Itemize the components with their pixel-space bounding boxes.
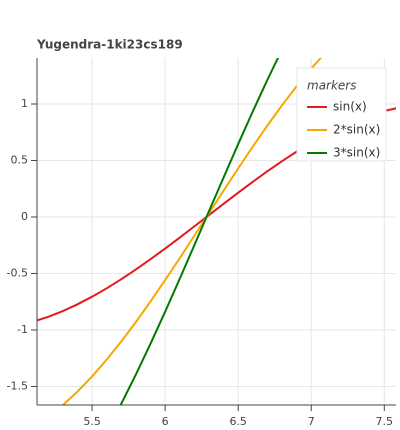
- x-tick-label: 6: [162, 415, 169, 428]
- legend-label: sin(x): [333, 100, 367, 114]
- y-tick-label: 0.5: [11, 153, 29, 166]
- y-tick-label: -1.5: [7, 379, 28, 392]
- plot-area: [37, 58, 396, 405]
- series-line: [61, 58, 323, 405]
- x-tick-label: 6.5: [229, 415, 247, 428]
- x-tick-label: 7: [308, 415, 315, 428]
- y-tick-label: -0.5: [7, 266, 28, 279]
- y-tick-label: 0: [21, 210, 28, 223]
- axes: 5.5 6 6.5 7 7.5 -1.5 -1 -0.5 0 0.5 1: [7, 58, 396, 428]
- legend-label: 3*sin(x): [333, 146, 380, 160]
- legend-label: 2*sin(x): [333, 123, 380, 137]
- x-tick-label: 5.5: [83, 415, 101, 428]
- legend-title: markers: [307, 79, 357, 93]
- x-tick-label: 7.5: [376, 415, 394, 428]
- series-line: [119, 58, 280, 405]
- y-tick-label: 1: [21, 97, 28, 110]
- legend: markers sin(x) 2*sin(x) 3*sin(x): [296, 67, 387, 162]
- chart-title: Yugendra-1ki23cs189: [36, 38, 183, 52]
- legend-box: [296, 67, 387, 162]
- y-tick-label: -1: [17, 323, 28, 336]
